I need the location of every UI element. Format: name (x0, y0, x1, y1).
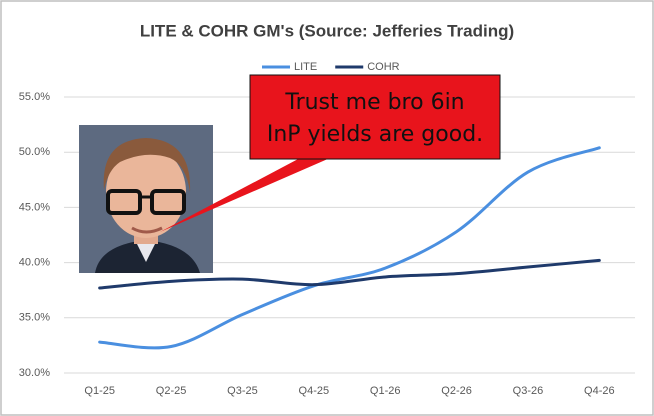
chart-title: LITE & COHR GM's (Source: Jefferies Trad… (140, 21, 514, 40)
annotation-line: InP yields are good. (267, 122, 483, 147)
x-tick-label: Q3-25 (227, 385, 258, 397)
x-tick-label: Q3-26 (513, 385, 544, 397)
x-tick-label: Q4-26 (584, 385, 615, 397)
series-line (98, 258, 601, 290)
speech-bubble: Trust me bro 6in InP yields are good. (160, 74, 501, 232)
x-tick-label: Q2-26 (441, 385, 472, 397)
x-tick-label: Q1-25 (84, 385, 115, 397)
y-tick-label: 35.0% (19, 312, 50, 324)
y-tick-label: 40.0% (19, 257, 50, 269)
x-tick-label: Q1-26 (370, 385, 401, 397)
photo (79, 125, 213, 273)
y-tick-label: 50.0% (19, 146, 50, 158)
y-tick-label: 55.0% (19, 91, 50, 103)
series-line (98, 146, 601, 350)
legend-label: LITE (294, 61, 317, 73)
legend-label: COHR (367, 61, 399, 73)
y-tick-label: 45.0% (19, 201, 50, 213)
x-tick-label: Q4-25 (299, 385, 330, 397)
y-tick-label: 30.0% (19, 367, 50, 379)
plot-area: 30.0% 35.0% 40.0% 45.0% 50.0% 55.0% Q1-25 Q2-25… (19, 91, 635, 397)
annotation-line: Trust me bro 6in (284, 90, 464, 115)
x-tick-label: Q2-25 (156, 385, 187, 397)
